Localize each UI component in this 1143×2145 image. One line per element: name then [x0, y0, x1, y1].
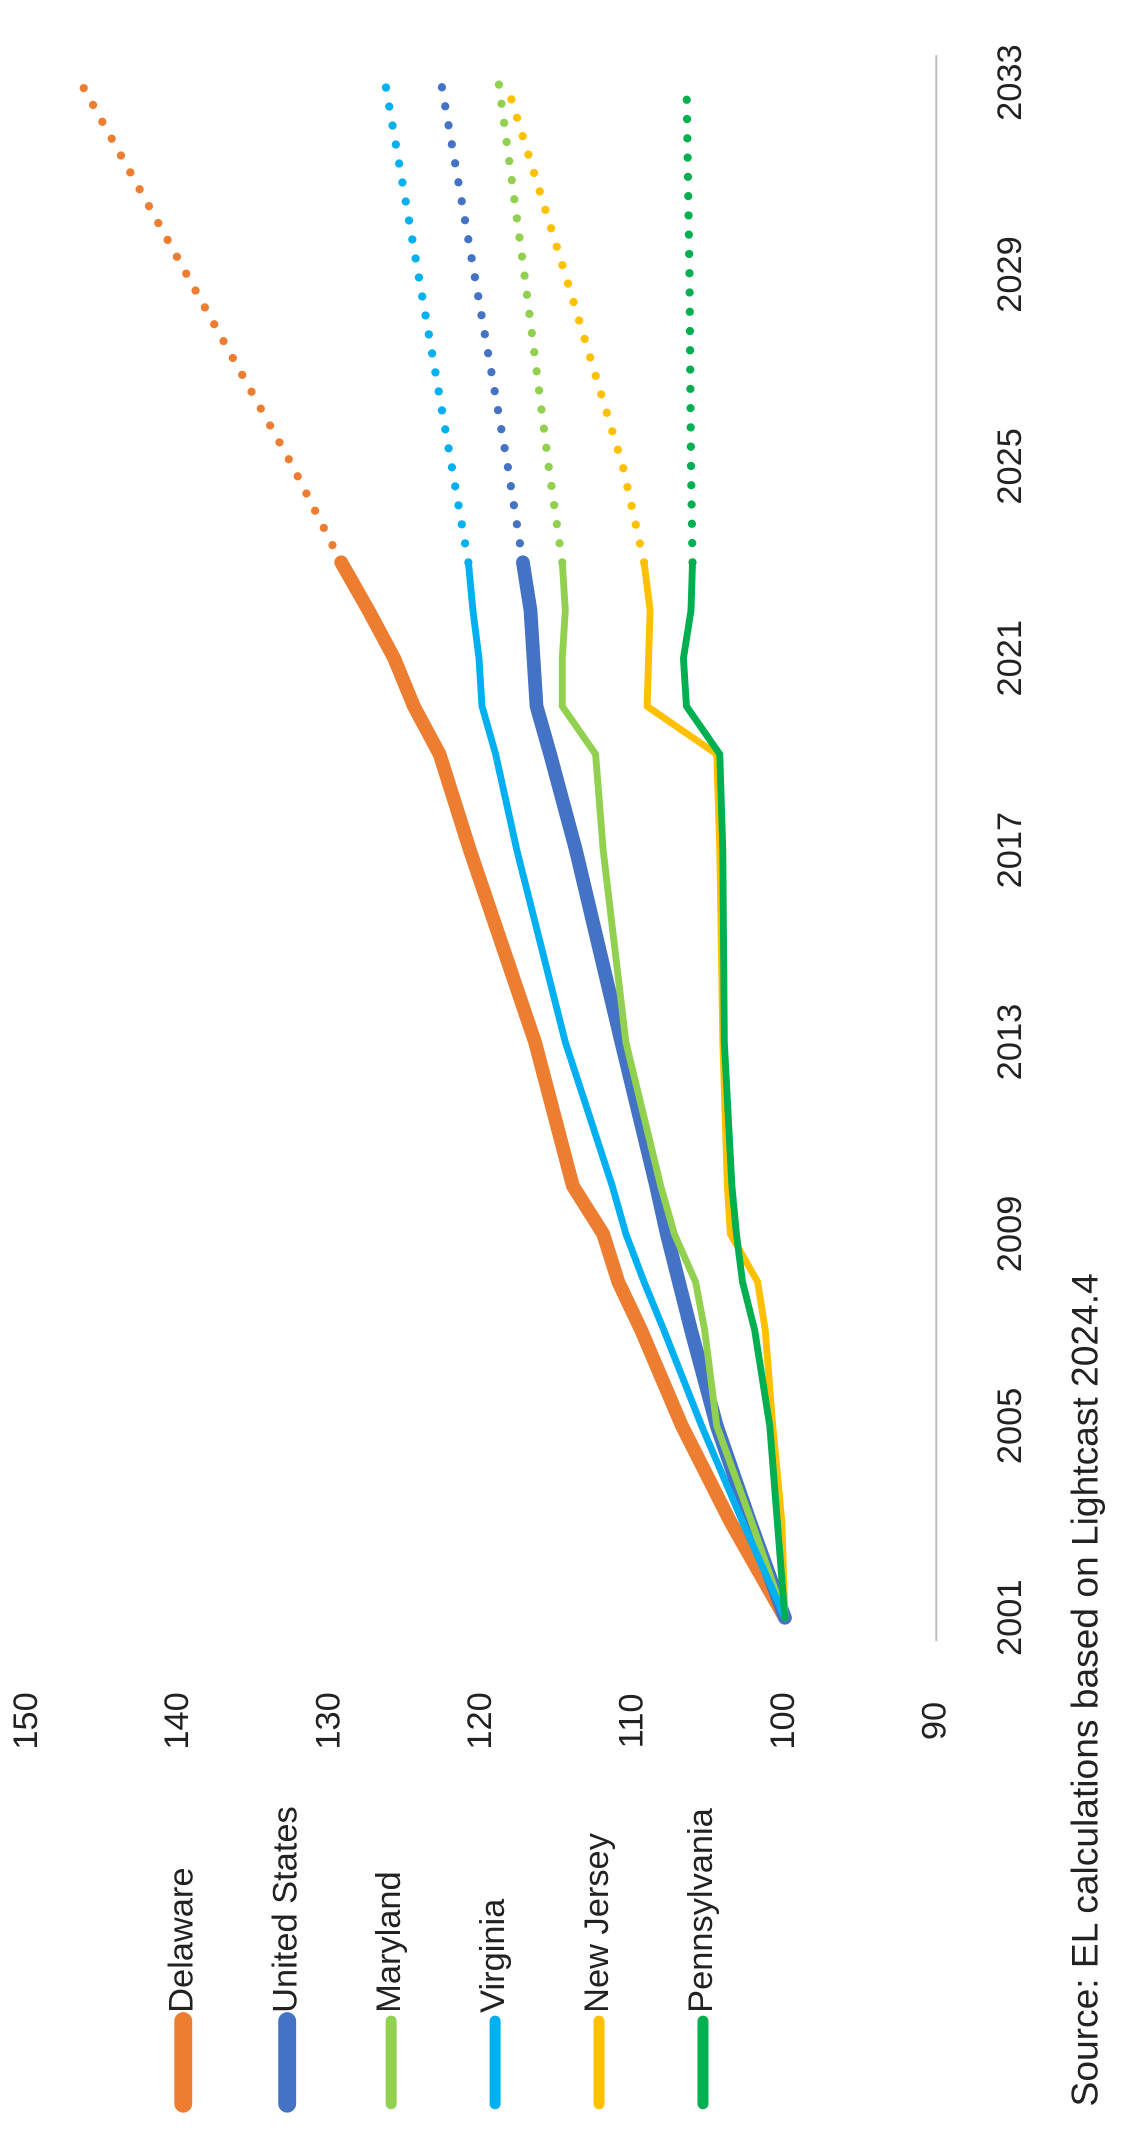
x-tick-label: 2001	[991, 1579, 1029, 1656]
series-line	[516, 555, 792, 1625]
y-tick-label: 120	[461, 1692, 499, 1749]
series-projection	[502, 78, 649, 567]
series-line	[679, 558, 789, 1622]
y-tick-label: 100	[764, 1692, 802, 1749]
legend-label: Maryland	[370, 1871, 408, 2013]
x-tick-label: 2013	[991, 1004, 1029, 1081]
x-tick-label: 2033	[991, 44, 1029, 121]
y-tick-label: 130	[310, 1692, 348, 1749]
y-tick-label: 110	[613, 1694, 651, 1749]
x-tick-label: 2017	[991, 812, 1029, 889]
series-projection	[682, 78, 697, 567]
legend-label: New Jersey	[578, 1832, 616, 2013]
x-tick-label: 2025	[991, 428, 1029, 505]
x-tick-label: 2021	[991, 620, 1029, 697]
x-tick-label: 2029	[991, 236, 1029, 313]
y-tick-label: 150	[7, 1692, 45, 1749]
series-projection	[76, 78, 346, 567]
legend-label: Delaware	[162, 1867, 200, 2012]
series-line	[558, 558, 789, 1622]
source-note: Source: EL calculations based on Lightca…	[1064, 1273, 1106, 2106]
y-tick-label: 140	[158, 1692, 196, 1749]
legend-label: Virginia	[474, 1898, 512, 2013]
series-line	[334, 555, 792, 1625]
x-tick-label: 2005	[991, 1388, 1029, 1465]
series-projection	[436, 78, 528, 567]
series-line	[464, 558, 789, 1622]
x-tick-label: 2009	[991, 1196, 1029, 1273]
legend-label: United States	[266, 1806, 304, 2013]
y-tick-label: 90	[915, 1702, 953, 1740]
series-projection	[380, 78, 473, 567]
series-projection	[494, 78, 567, 567]
legend-label: Pennsylvania	[682, 1807, 720, 2013]
